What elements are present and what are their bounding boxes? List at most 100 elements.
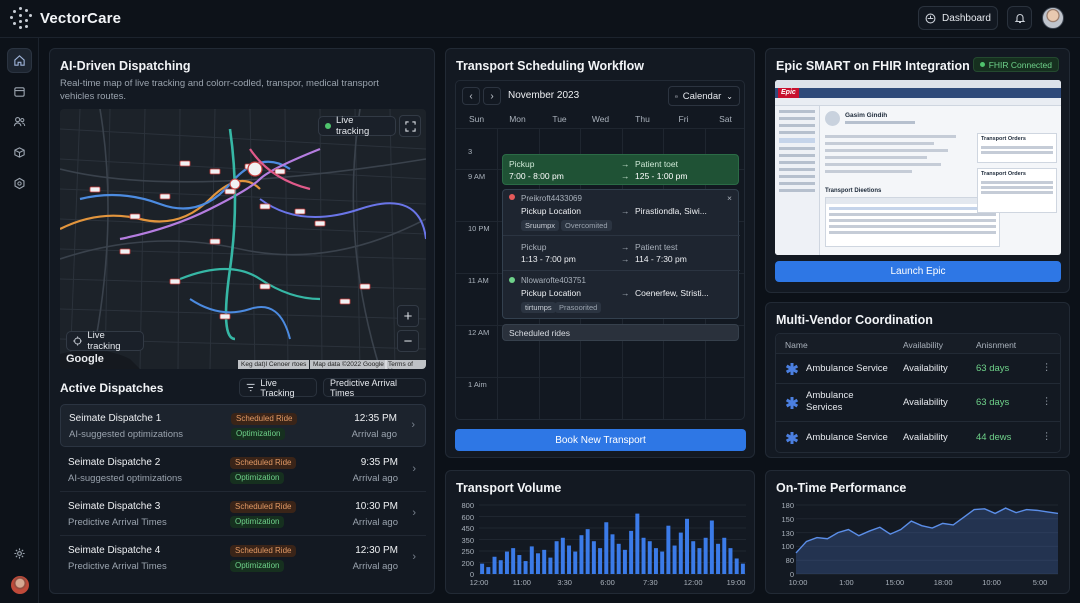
next-month-button[interactable]: ›	[483, 87, 501, 105]
map-terms-link[interactable]: Terms of Use	[385, 360, 426, 369]
volume-bar	[616, 543, 621, 574]
column-header: Availability	[903, 340, 944, 350]
ontime-title: On-Time Performance	[776, 481, 907, 495]
dispatch-row[interactable]: Seimate Dispatche 1 AI-suggested optimiz…	[60, 404, 426, 447]
transport-orders-panel-2: Transport Orders	[977, 168, 1057, 213]
volume-bar	[647, 541, 652, 574]
app-logo[interactable]: VectorCare	[10, 7, 121, 29]
ontime-y-tick-label: 0	[789, 570, 794, 579]
ontime-x-tick-label: 10:00	[788, 578, 808, 587]
volume-bar	[703, 537, 708, 574]
vendor-days: 44 dews	[976, 432, 1012, 443]
volume-bar	[548, 557, 553, 574]
volume-bar	[709, 520, 714, 574]
zoom-in-button[interactable]: +	[397, 305, 419, 327]
volume-bar	[598, 548, 603, 574]
ontime-x-tick-label: 15:00	[885, 578, 905, 587]
volume-bar	[573, 551, 578, 574]
fullscreen-button[interactable]	[399, 115, 421, 137]
arrow-right-icon: →	[621, 242, 630, 252]
volume-bar	[697, 548, 702, 574]
day-header: Sat	[719, 114, 732, 124]
epic-title: Epic SMART on FHIR Integration	[776, 59, 970, 73]
dashboard-button[interactable]: Dashboard	[918, 6, 998, 30]
user-avatar[interactable]	[1042, 7, 1064, 29]
vendor-row[interactable]: Ambulance Service Availability 63 days ⋮	[776, 354, 1060, 384]
sidebar-item-integrations[interactable]	[7, 171, 32, 196]
sidebar-profile-avatar[interactable]	[7, 572, 32, 597]
medical-star-icon	[785, 396, 799, 413]
volume-bar	[734, 558, 739, 574]
ontime-x-tick-label: 1:00	[839, 578, 854, 587]
patient-label: Patient test	[635, 242, 678, 252]
vendor-days: 63 days	[976, 363, 1010, 374]
browser-bar	[775, 80, 1061, 88]
volume-card: Transport Volume 800 600 450 350 250 200 0 12:…	[445, 470, 755, 594]
volume-bar	[511, 548, 516, 574]
grid-line	[456, 377, 744, 378]
vendor-name: Ambulance Service	[806, 432, 888, 443]
destination-label: Pirastiondla, Siwi...	[635, 206, 707, 216]
ride-id: Nlowarofte403751	[521, 276, 586, 285]
more-options-icon[interactable]: ⋮	[1042, 362, 1052, 373]
volume-bar	[554, 541, 559, 574]
zoom-out-button[interactable]: −	[397, 330, 419, 352]
dispatch-arrival: Arrival ago	[352, 561, 398, 572]
ride-details-popup[interactable]: Preikroft4433069 × Pickup Location → Pir…	[502, 189, 740, 319]
volume-bar	[517, 555, 522, 574]
filter-live-tracking[interactable]: Live Tracking	[239, 378, 317, 398]
scheduled-rides-bar[interactable]: Scheduled rides	[502, 324, 739, 341]
vendor-row[interactable]: Ambulance Services Availability 63 days …	[776, 384, 1060, 422]
dispatch-row[interactable]: Seimate Dispatche 4 Predictive Arrival T…	[60, 537, 426, 580]
dispatching-title: AI-Driven Dispatching	[60, 59, 191, 73]
divider	[503, 235, 740, 236]
vendor-row[interactable]: Ambulance Service Availability 44 dews ⋮	[776, 422, 1060, 452]
epic-tabs	[775, 98, 1061, 106]
launch-epic-button[interactable]: Launch Epic	[775, 261, 1061, 282]
live-map[interactable]: Live tracking + − Live tracking Google K…	[60, 109, 426, 369]
calendar-view-select[interactable]: Calendar ⌄	[668, 86, 740, 106]
dispatch-row[interactable]: Seimate Dispatche 2 AI-suggested optimiz…	[60, 449, 426, 492]
volume-y-tick-label: 600	[461, 512, 474, 522]
volume-bar	[660, 551, 665, 574]
sidebar-item-users[interactable]	[7, 109, 32, 134]
more-options-icon[interactable]: ⋮	[1042, 396, 1052, 407]
volume-bar	[498, 560, 503, 574]
dispatch-time: 9:35 PM	[360, 457, 398, 468]
medical-star-icon	[785, 362, 799, 379]
ontime-y-tick-label: 80	[785, 556, 794, 566]
volume-bar	[567, 545, 572, 574]
dispatch-row[interactable]: Seimate Dispatche 3 Predictive Arrival T…	[60, 493, 426, 536]
more-options-icon[interactable]: ⋮	[1042, 431, 1052, 442]
sidebar-item-home[interactable]	[7, 48, 32, 73]
live-tracking-pill[interactable]: Live tracking	[318, 115, 396, 137]
epic-screenshot[interactable]: Epic Gasim Gindih Transport Dieetions Tr…	[775, 80, 1061, 255]
prev-month-button[interactable]: ‹	[462, 87, 480, 105]
sidebar-item-settings[interactable]	[7, 541, 32, 566]
book-new-transport-button[interactable]: Book New Transport	[455, 429, 746, 451]
map-attribution-keyboard[interactable]: Keg dat)l Cenoer rtoes	[238, 360, 310, 369]
tag: Overcomited	[561, 220, 612, 231]
vendor-availability: Availability	[903, 397, 948, 408]
status-dot	[509, 194, 515, 200]
chevron-right-icon: ›	[412, 507, 416, 519]
transport-event[interactable]: Pickup 7:00 - 8:00 pm → Patient toet → 1…	[502, 154, 739, 185]
ontime-card: On-Time Performance 180 150 130 100 80 0 10:0…	[765, 470, 1070, 594]
sidebar-item-calendar[interactable]	[7, 79, 32, 104]
volume-bar	[536, 553, 540, 574]
volume-y-tick-label: 350	[461, 535, 474, 545]
sidebar-item-vehicles[interactable]	[7, 140, 32, 165]
volume-y-tick-label: 0	[469, 570, 474, 579]
event-pickup-label: Pickup	[509, 159, 535, 169]
pickup-location-label: Pickup Location	[521, 206, 582, 216]
notifications-button[interactable]	[1007, 6, 1032, 30]
volume-x-tick-label: 6:00	[600, 578, 615, 587]
filter-predictive-arrival[interactable]: Predictive Arrival Times	[323, 378, 426, 398]
calendar: ‹ › November 2023 Calendar ⌄ Sun Mon Tue…	[455, 80, 745, 420]
arrow-right-icon: →	[621, 288, 630, 298]
live-status-dot	[325, 123, 331, 129]
ontime-y-tick-label: 100	[781, 542, 794, 552]
live-tracking-button[interactable]: Live tracking	[66, 330, 144, 352]
patient-time: 114 - 7:30 pm	[635, 254, 687, 264]
close-icon[interactable]: ×	[727, 193, 732, 203]
